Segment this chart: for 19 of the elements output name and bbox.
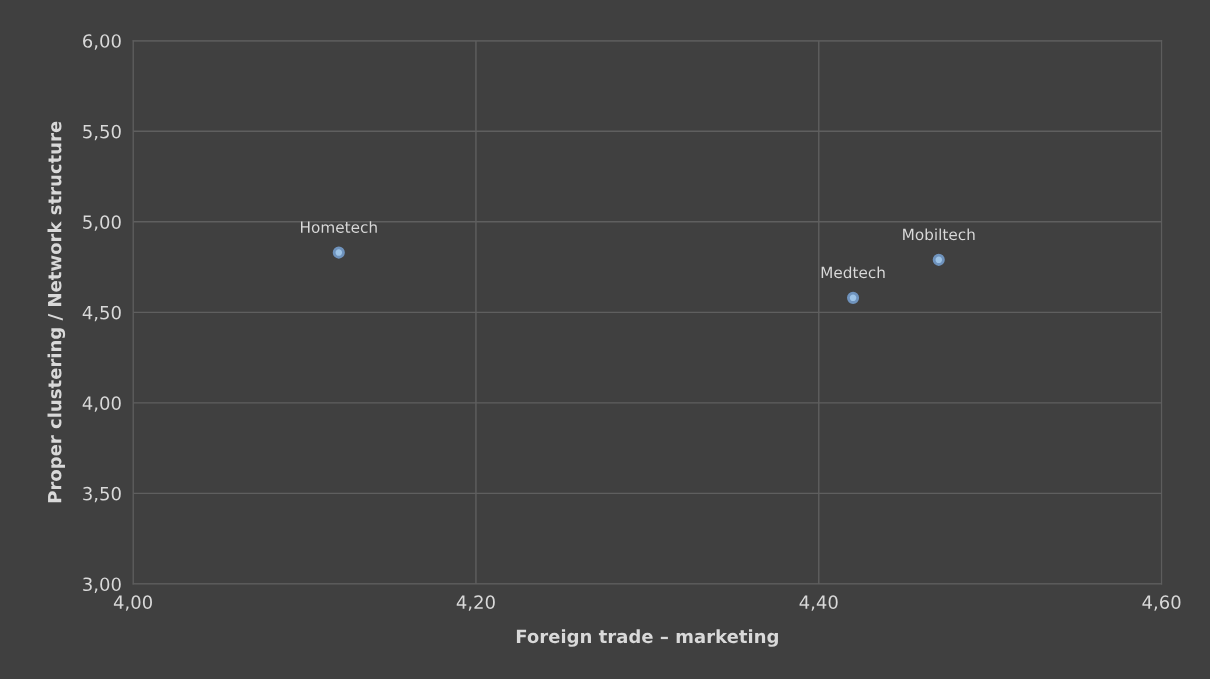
x-axis-title: Foreign trade – marketing (516, 629, 778, 647)
x-tick-label: 4,00 (113, 595, 152, 611)
y-axis-title: Proper clustering / Network structure (47, 121, 66, 503)
x-tick-label: 4,20 (456, 595, 495, 611)
x-tick-label: 4,40 (799, 595, 838, 611)
annotation: Hometech (301, 221, 377, 233)
x-tick-label: 4,60 (1142, 595, 1181, 611)
y-tick-label: 3,00 (83, 577, 121, 593)
y-tick-label: 4,00 (82, 396, 121, 412)
y-tick-label: 3,50 (83, 486, 121, 503)
annotation: Medtech (821, 266, 885, 279)
point (847, 291, 860, 304)
annotation: Mobiltech (903, 228, 975, 241)
y-tick-label: 5,50 (83, 124, 121, 141)
point (332, 246, 345, 259)
y-tick-label: 4,50 (82, 305, 121, 322)
y-tick-label: 6,00 (83, 34, 121, 50)
y-tick-label: 5,00 (83, 215, 121, 231)
point (932, 253, 945, 266)
